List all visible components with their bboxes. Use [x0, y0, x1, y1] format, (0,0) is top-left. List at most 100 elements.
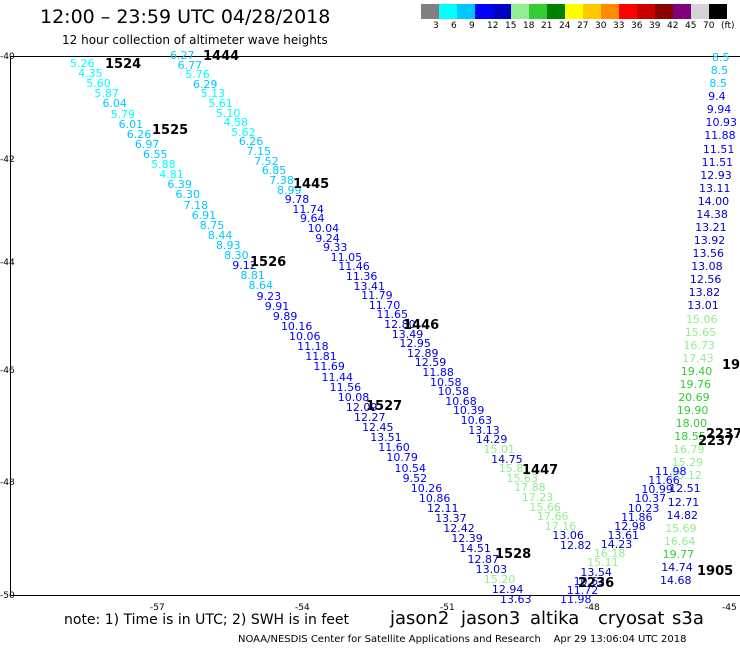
wave-height-value: 11.98	[560, 593, 592, 606]
color-swatch	[691, 4, 709, 19]
wave-height-value: 13.08	[691, 260, 723, 274]
wave-height-value: 17.88	[514, 481, 546, 495]
wave-height-value: 13.49	[391, 327, 424, 341]
wave-height-value: 9.33	[322, 241, 348, 255]
wave-height-value: 15.11	[587, 556, 619, 570]
wave-height-value: 13.06	[552, 529, 584, 543]
legend-cryosat: cryosat	[598, 608, 665, 629]
wave-height-value: 5.76	[185, 68, 210, 82]
wave-height-value: 11.56	[329, 380, 362, 394]
wave-height-value: 6.85	[261, 164, 287, 178]
wave-height-value: 11.88	[422, 366, 454, 380]
wave-height-value: 11.66	[648, 474, 680, 488]
wave-height-value: 11.81	[305, 350, 337, 364]
wave-height-value: 12.95	[399, 337, 431, 351]
wave-height-value: 10.58	[430, 375, 462, 389]
color-swatch	[565, 4, 583, 19]
color-swatch	[421, 4, 439, 19]
wave-height-value: 6.30	[175, 188, 200, 202]
wave-height-value: 8.81	[240, 269, 265, 283]
wave-height-value: 13.61	[607, 529, 640, 542]
pass-label: 1445	[293, 177, 330, 192]
legend-altika: altika	[530, 608, 580, 629]
wave-height-value: 5.62	[231, 125, 256, 139]
wave-height-value: 11.18	[297, 340, 329, 354]
wave-height-value: 8.30	[224, 249, 249, 263]
wave-height-value: 14.29	[475, 433, 508, 447]
footer-credit-text: NOAA/NESDIS Center for Satellite Applica…	[238, 634, 541, 645]
wave-height-value: 6.97	[134, 137, 160, 151]
wave-height-value: 4.35	[78, 67, 103, 81]
wave-height-value: 11.86	[621, 510, 653, 524]
wave-height-value: 16.18	[593, 547, 626, 561]
color-swatch	[475, 4, 493, 19]
wave-height-value: 4.58	[223, 116, 249, 130]
wave-height-value: 15.65	[684, 325, 717, 339]
color-scale-label: 36	[631, 21, 643, 31]
wave-height-value: 14.51	[459, 542, 491, 556]
wave-height-value: 9.64	[300, 212, 325, 226]
color-scale-label: 24	[559, 21, 571, 31]
wave-height-value: 9.78	[284, 193, 310, 207]
wave-height-value: 5.88	[151, 158, 176, 172]
color-scale-label: 42	[667, 21, 679, 31]
page-subtitle: 12 hour collection of altimeter wave hei…	[62, 33, 328, 47]
wave-height-value: 13.56	[692, 247, 725, 261]
wave-height-value: 13.11	[699, 181, 731, 195]
color-swatch	[709, 4, 727, 19]
wave-height-value: 6.26	[126, 127, 152, 141]
wave-height-value: 9.12	[232, 259, 257, 273]
lon-label: -51	[440, 603, 455, 613]
wave-height-value: 19.90	[676, 404, 709, 418]
lat-label: -48	[0, 478, 15, 488]
wave-height-value: 12.45	[362, 421, 394, 435]
wave-height-value: 13.63	[500, 593, 532, 606]
color-swatch	[457, 4, 475, 19]
color-scale-label: 21	[541, 21, 553, 31]
wave-height-value: 9.4	[708, 90, 726, 104]
wave-height-value: 8.64	[248, 279, 273, 293]
wave-height-value: 10.23	[627, 501, 660, 515]
wave-height-value: 12.71	[667, 495, 700, 509]
wave-height-value: 19.76	[679, 377, 712, 391]
wave-height-value: 10.99	[641, 483, 673, 497]
wave-height-value: 11.51	[702, 142, 735, 156]
wave-height-value: 11.51	[701, 155, 734, 169]
wave-height-value: 13.01	[687, 299, 719, 313]
wave-height-value: 14.00	[697, 194, 730, 208]
color-swatch	[511, 4, 529, 19]
wave-height-value: 10.63	[573, 574, 606, 588]
color-swatch	[601, 4, 619, 19]
wave-height-value: 17.43	[682, 351, 714, 365]
wave-height-value: 12.42	[443, 522, 475, 536]
wave-height-value: 9.89	[272, 309, 298, 323]
color-scale-label: 15	[505, 21, 517, 31]
wave-height-value: 15.69	[665, 521, 697, 535]
color-scale-label: 33	[613, 21, 625, 31]
wave-height-value: 14.68	[660, 574, 692, 587]
color-swatch	[673, 4, 691, 19]
wave-height-value: 10.08	[337, 390, 370, 404]
wave-height-value: 15.81	[498, 462, 531, 476]
lat-label: -42	[0, 155, 15, 165]
pass-label: 1446	[403, 318, 440, 333]
wave-height-value: 13.82	[688, 286, 721, 300]
wave-height-value: 6.27	[170, 49, 195, 62]
wave-height-value: 10.68	[445, 394, 477, 408]
color-scale-label: 6	[451, 21, 457, 31]
wave-height-value: 9.24	[315, 231, 340, 245]
pass-label: 1528	[495, 547, 532, 562]
color-scale	[421, 4, 727, 19]
wave-height-value: 11.46	[338, 260, 370, 274]
wave-height-value: 11.88	[704, 129, 736, 143]
color-scale-label: (ft)	[721, 21, 735, 31]
wave-height-value: 15.63	[506, 471, 538, 485]
wave-height-value: 8.75	[199, 218, 225, 232]
wave-height-value: 13.92	[693, 234, 726, 248]
legend-s3a: s3a	[672, 608, 704, 629]
wave-height-value: 10.06	[289, 330, 321, 344]
wave-height-value: 5.79	[110, 107, 136, 121]
lon-label: -45	[722, 603, 737, 613]
wave-height-value: 9.52	[402, 471, 428, 485]
wave-height-value: 18.55	[674, 430, 706, 444]
